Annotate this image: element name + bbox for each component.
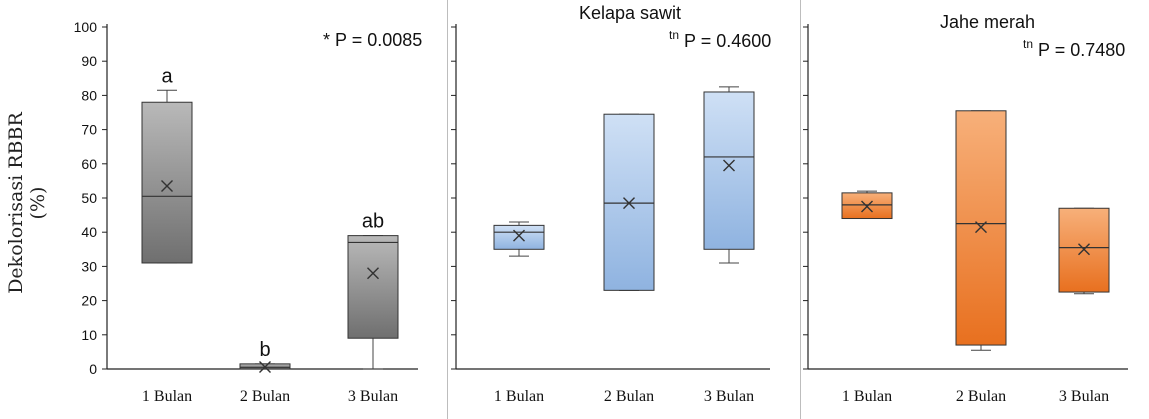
mean-marker-stroke	[975, 221, 987, 234]
mean-marker-stroke	[161, 180, 173, 193]
x-tick-label: 3 Bulan	[348, 388, 398, 405]
y-tick-label: 100	[74, 19, 98, 35]
panel3-p-value: tn P = 0.7480	[1023, 37, 1125, 61]
y-tick-label: 40	[81, 224, 97, 240]
y-tick-label: 90	[81, 53, 97, 69]
mean-marker	[161, 180, 173, 193]
mean-marker	[623, 197, 635, 210]
x-tick-label: 1 Bulan	[494, 388, 544, 405]
panel2-p-value: tn P = 0.4600	[669, 28, 771, 52]
mean-marker	[367, 267, 379, 280]
mean-marker	[861, 200, 873, 213]
x-tick-label: 3 Bulan	[704, 388, 754, 405]
box	[347, 235, 399, 339]
mean-marker-stroke	[861, 200, 873, 213]
mean-marker	[259, 360, 271, 373]
y-tick-label: 60	[81, 156, 97, 172]
significance-letter: a	[161, 65, 173, 87]
mean-marker-stroke	[1078, 243, 1090, 256]
mean-marker-stroke	[623, 197, 635, 210]
panel-divider	[800, 0, 801, 419]
mean-marker	[723, 159, 735, 172]
panel3-title: Jahe merah	[940, 12, 1036, 32]
panel2-p-value-text: P = 0.4600	[684, 31, 772, 51]
significance-letter: b	[259, 339, 270, 361]
panel-divider	[447, 0, 448, 419]
panel2-significance-mark: tn	[669, 28, 680, 42]
significance-letter: ab	[362, 211, 384, 233]
mean-marker-stroke	[513, 229, 525, 242]
panel1-p-value: * P = 0.0085	[323, 30, 422, 51]
y-tick-label: 0	[89, 361, 97, 377]
panel3-p-value-text: P = 0.7480	[1038, 40, 1126, 60]
mean-marker-stroke	[723, 159, 735, 172]
x-tick-label: 1 Bulan	[842, 388, 892, 405]
y-tick-label: 20	[81, 293, 97, 309]
mean-marker	[975, 221, 987, 234]
mean-marker	[513, 229, 525, 242]
x-tick-label: 1 Bulan	[142, 388, 192, 405]
panel2-title: Kelapa sawit	[579, 3, 682, 23]
box	[493, 224, 545, 250]
y-tick-label: 10	[81, 327, 97, 343]
mean-marker-stroke	[367, 267, 379, 280]
y-tick-label: 80	[81, 87, 97, 103]
panel1-p-value-text: P = 0.0085	[335, 30, 423, 50]
mean-marker-stroke	[259, 360, 271, 373]
panel3-significance-mark: tn	[1023, 37, 1034, 51]
y-tick-label: 70	[81, 122, 97, 138]
box	[141, 101, 193, 264]
x-tick-label: 3 Bulan	[1059, 388, 1109, 405]
box	[703, 91, 755, 250]
panel1-significance-mark: *	[323, 30, 331, 50]
y-tick-label: 50	[81, 190, 97, 206]
x-tick-label: 2 Bulan	[240, 388, 290, 405]
mean-marker	[1078, 243, 1090, 256]
x-tick-label: 2 Bulan	[604, 388, 654, 405]
x-tick-label: 2 Bulan	[956, 388, 1006, 405]
y-tick-label: 30	[81, 258, 97, 274]
